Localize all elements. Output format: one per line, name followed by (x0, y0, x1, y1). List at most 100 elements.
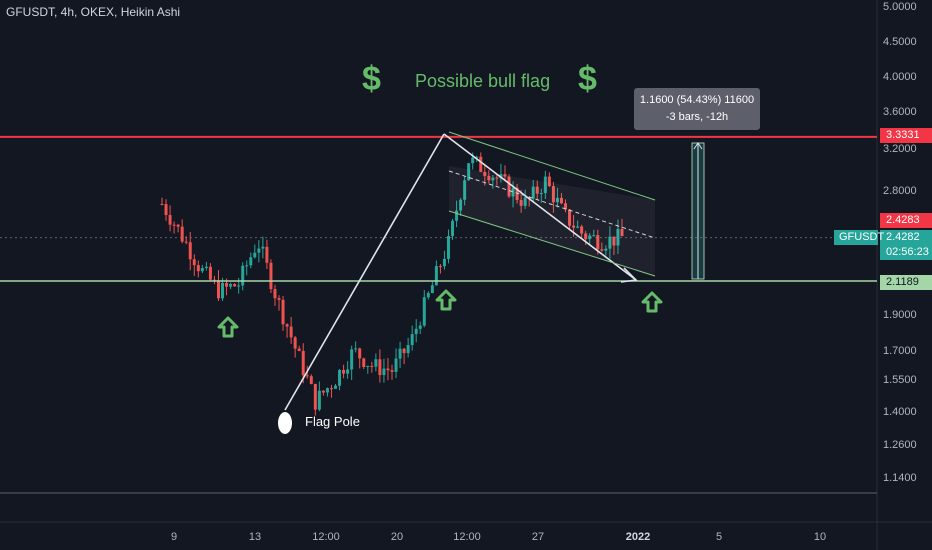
candle-body (564, 203, 568, 210)
candle-body (313, 383, 317, 410)
candle-body (257, 248, 261, 253)
candle-body (221, 282, 225, 299)
price-tick: 3.6000 (883, 106, 917, 118)
price-tick: 3.2000 (883, 143, 917, 155)
support-price-tag: 2.1189 (880, 275, 932, 290)
candle-body (596, 235, 600, 250)
candle-body (289, 326, 293, 338)
price-tick: 5.0000 (883, 1, 917, 13)
candle-body (269, 262, 273, 290)
candle-body (354, 348, 358, 350)
candle-body (297, 348, 301, 351)
candle-body (362, 358, 366, 367)
candle-body (164, 204, 168, 216)
candle-body (503, 174, 507, 177)
candle-body (483, 171, 487, 176)
candle-body (451, 220, 455, 237)
candle-body (378, 359, 382, 376)
candle-body (612, 236, 616, 246)
candle-body (479, 156, 483, 172)
candle-body (329, 388, 333, 390)
candle-body (204, 266, 208, 269)
measure-arrow-icon (693, 142, 703, 150)
candle-body (293, 337, 297, 349)
candle-body (559, 197, 563, 204)
candle-body (410, 334, 414, 346)
candle-body (418, 325, 422, 329)
candle-body (555, 197, 559, 203)
time-tick: 2022 (625, 531, 651, 543)
measure-change: 1.1600 (54.43%) 11600 (639, 94, 755, 106)
candle-body (414, 328, 418, 335)
candle-body (475, 156, 479, 158)
price-tick: 4.0000 (883, 71, 917, 83)
candle-body (346, 369, 350, 374)
candle-body (446, 236, 450, 259)
candle-body (442, 258, 446, 267)
candle-body (225, 282, 229, 287)
candle-body (495, 177, 499, 179)
up-arrow-icon (217, 316, 239, 338)
candle-body (342, 369, 346, 374)
candle-body (616, 228, 620, 246)
candle-body (358, 348, 362, 359)
candle-body (338, 369, 342, 386)
candle-body (229, 284, 233, 287)
current-price-tag: 2.4282 (880, 230, 932, 245)
price-tick: 1.4000 (883, 406, 917, 418)
candle-body (366, 365, 370, 367)
candle-body (249, 257, 253, 266)
candle-body (325, 388, 329, 393)
projection-arrowhead (620, 267, 638, 283)
candle-body (317, 390, 321, 410)
chart-title: GFUSDT, 4h, OKEX, Heikin Ashi (6, 5, 181, 19)
candle-body (160, 203, 164, 205)
candle-body (273, 289, 277, 299)
candle-body (608, 236, 612, 249)
headline-annotation: Possible bull flag (415, 71, 551, 91)
candle-body (535, 186, 539, 194)
candle-body (192, 259, 196, 266)
candle-body (390, 370, 394, 372)
last-price-tag: 2.4283 (880, 213, 932, 228)
candle-body (374, 359, 378, 367)
candle-body (459, 199, 463, 211)
candle-body (301, 350, 305, 376)
candle-body (584, 233, 588, 240)
symbol-tag: GFUSDT (834, 230, 884, 245)
candle-body (216, 280, 220, 299)
candle-body (180, 226, 184, 242)
candle-body (265, 246, 269, 263)
measure-tooltip: 1.1600 (54.43%) 11600 -3 bars, -12h (634, 88, 760, 130)
drawings-group (0, 131, 877, 434)
candle-body (233, 284, 237, 287)
candle-body (426, 293, 430, 298)
channel-lower-line (448, 210, 656, 277)
candle-body (394, 358, 398, 372)
candle-body (261, 246, 265, 249)
time-tick: 27 (531, 531, 545, 543)
dollar-icon-left: $ (362, 60, 381, 98)
up-arrow-icon (641, 291, 663, 313)
candle-body (350, 349, 354, 370)
candle-body (305, 375, 309, 377)
time-tick: 12:00 (453, 531, 481, 543)
price-tick: 1.1400 (883, 472, 917, 484)
time-tick: 9 (170, 531, 178, 543)
countdown-tag: 02:56:23 (880, 245, 932, 260)
candle-body (382, 368, 386, 376)
candle-body (543, 176, 547, 194)
candle-body (580, 226, 584, 234)
dollar-icon-right: $ (578, 60, 597, 98)
flag-projection-line (443, 133, 637, 281)
candle-body (519, 199, 523, 206)
candle-body (168, 215, 172, 225)
price-tick: 1.7000 (883, 345, 917, 357)
candle-body (604, 248, 608, 251)
candle-body (551, 186, 555, 203)
candle-body (588, 235, 592, 240)
time-tick: 12:00 (312, 531, 340, 543)
candle-body (455, 210, 459, 221)
